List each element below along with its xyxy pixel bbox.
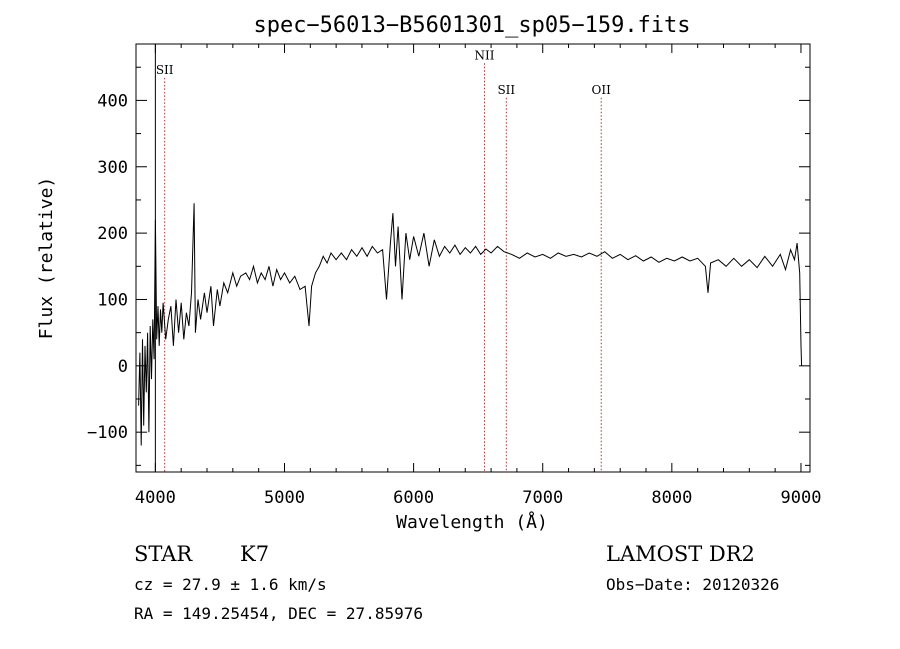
- line-marker-label: OII: [592, 83, 612, 97]
- y-axis-label: Flux (relative): [36, 177, 57, 340]
- x-tick-label: 8000: [651, 488, 692, 508]
- obs-date-text: Obs−Date: 20120326: [606, 575, 779, 594]
- x-tick-label: 9000: [780, 488, 821, 508]
- radec-text: RA = 149.25454, DEC = 27.85976: [134, 604, 423, 623]
- line-markers: SII NII SII OII: [154, 44, 612, 472]
- y-tick-label: 300: [97, 158, 128, 178]
- plot-frame: [135, 43, 811, 473]
- survey-label: LAMOST DR2: [606, 542, 755, 566]
- spectrum-line: [138, 203, 803, 446]
- y-tick-label: 200: [97, 224, 128, 244]
- line-marker-label: SII: [156, 63, 174, 77]
- x-tick-label: 5000: [264, 488, 305, 508]
- x-tick-label: 7000: [522, 488, 563, 508]
- x-axis-label: Wavelength (Å): [396, 511, 548, 533]
- axis-ticks: 4000 5000 6000 7000 8000 9000 −100 0 100 200 300 40…: [87, 44, 821, 508]
- y-tick-label: −100: [87, 423, 128, 443]
- chart-title: spec−56013−B5601301_sp05−159.fits: [253, 13, 690, 38]
- x-tick-label: 6000: [393, 488, 434, 508]
- subclass-label: K7: [240, 542, 269, 566]
- y-tick-label: 400: [97, 91, 128, 111]
- x-tick-label: 4000: [135, 488, 176, 508]
- cz-text: cz = 27.9 ± 1.6 km/s: [134, 575, 327, 594]
- y-tick-label: 0: [118, 357, 128, 377]
- line-marker-label: NII: [474, 48, 494, 62]
- y-tick-label: 100: [97, 290, 128, 310]
- series-group: [138, 203, 803, 446]
- line-marker-label: SII: [497, 83, 515, 97]
- class-label: STAR: [134, 542, 193, 566]
